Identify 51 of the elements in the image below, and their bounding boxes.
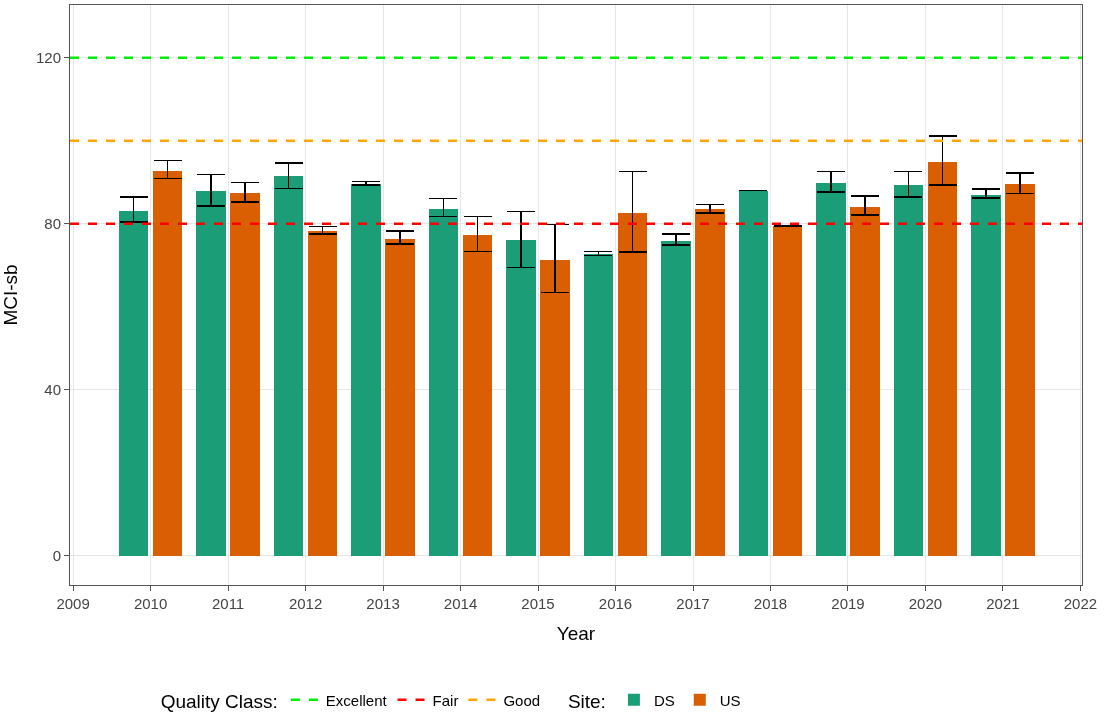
bar [274, 176, 303, 556]
legend-label: Excellent [325, 691, 388, 709]
x-tick-label: 2021 [986, 595, 1020, 612]
x-tick-label: 2020 [908, 595, 943, 612]
text: Site: [567, 691, 606, 713]
x-tick-label: 2016 [598, 595, 633, 612]
y-axis-title: MCI-sb [0, 264, 21, 326]
x-tick-label: 2019 [831, 595, 865, 612]
x-tick-label: 2013 [366, 595, 400, 612]
legend-label: Good [503, 691, 541, 709]
bar [971, 195, 1001, 556]
bar [894, 185, 923, 556]
bar [1005, 184, 1035, 556]
legend-label: US [719, 691, 741, 709]
x-tick-label: 2014 [443, 595, 478, 612]
bar [739, 191, 768, 556]
bar [816, 183, 846, 556]
bar [773, 226, 802, 556]
legend-label: DS [653, 691, 675, 709]
bar [850, 207, 880, 556]
bar [695, 209, 725, 556]
y-tick-label: 40 [44, 381, 61, 399]
bar [618, 213, 647, 556]
y-tick-label: 80 [44, 215, 61, 233]
text: Quality Class: [160, 691, 278, 713]
y-tick-label: 0 [52, 547, 61, 565]
bar [584, 254, 613, 556]
x-tick-label: 2022 [1063, 595, 1098, 612]
x-axis-title: Year [556, 622, 596, 644]
bar [540, 260, 570, 556]
x-tick-label: 2010 [133, 595, 168, 612]
bar [196, 191, 226, 556]
bar [429, 209, 458, 556]
legend-label: Fair [432, 691, 459, 709]
bar [661, 241, 691, 556]
bar [230, 193, 260, 556]
x-tick-label: 2015 [521, 595, 555, 612]
bar [153, 171, 182, 556]
x-tick-label: 2018 [753, 595, 788, 612]
bar [385, 239, 415, 556]
bar [308, 231, 337, 556]
bar [463, 235, 492, 556]
x-tick-label: 2011 [211, 595, 245, 612]
x-tick-label: 2012 [288, 595, 323, 612]
y-tick-label: 120 [35, 48, 61, 66]
bar [506, 240, 536, 556]
bar [928, 162, 957, 556]
x-tick-label: 2009 [56, 595, 90, 612]
bar [119, 211, 148, 556]
x-tick-label: 2017 [676, 595, 710, 612]
bar [351, 184, 381, 556]
